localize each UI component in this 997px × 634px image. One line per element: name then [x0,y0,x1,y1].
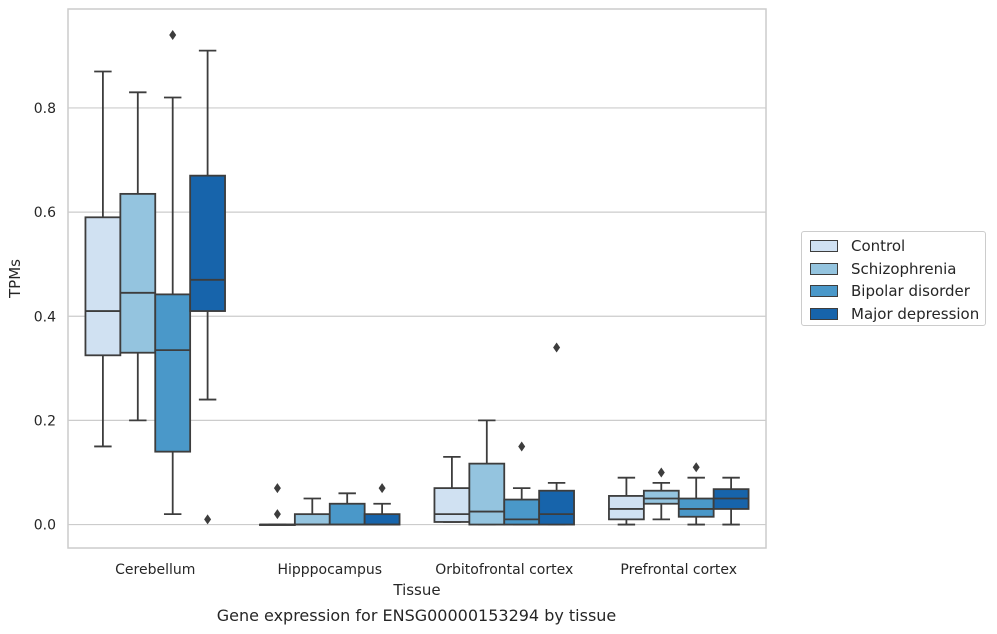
chart-caption: Gene expression for ENSG00000153294 by t… [216,606,617,625]
chart-legend: Control Schizophrenia Bipolar disorder M… [801,231,986,326]
x-tick-label: Cerebellum [115,562,195,578]
box-schizophrenia [119,192,157,354]
legend-label-control: Control [851,237,906,256]
legend-swatch-schizophrenia [810,262,838,275]
box-control [608,495,645,521]
legend-swatch-control [810,240,838,253]
y-tick-label: 0.8 [34,101,56,117]
box-bipolar-disorder [503,498,541,526]
box-major-depression [189,174,226,312]
outlier-point [518,441,526,452]
legend-label-major-depression: Major depression [851,304,980,323]
legend-swatch-bipolar-disorder [810,285,838,298]
legend-label-bipolar-disorder: Bipolar disorder [851,282,970,301]
box-schizophrenia [468,462,506,526]
outlier-point [169,30,177,41]
legend-item-schizophrenia: Schizophrenia [810,258,985,281]
outlier-point [273,509,281,520]
x-axis-label: Tissue [392,581,440,599]
box-bipolar-disorder [328,502,366,526]
legend-swatch-major-depression [810,307,838,320]
outlier-point [657,467,665,478]
legend-item-control: Control [810,235,985,258]
outlier-point [692,462,700,473]
outlier-point [553,342,561,353]
y-tick-label: 0.0 [34,518,56,534]
y-tick-label: 0.4 [34,309,56,325]
box-bipolar-disorder [677,497,715,518]
legend-item-bipolar-disorder: Bipolar disorder [810,280,985,303]
box-bipolar-disorder [154,293,192,453]
x-tick-label: Hipppocampus [277,562,382,578]
legend-label-schizophrenia: Schizophrenia [851,259,957,278]
box-major-depression [538,489,575,526]
y-tick-label: 0.2 [34,413,56,429]
outlier-point [273,483,281,494]
x-tick-label: Orbitofrontal cortex [435,562,573,578]
box-control [433,487,471,523]
x-tick-label: Prefrontal cortex [620,562,737,578]
box-schizophrenia [293,513,331,526]
outlier-point [204,514,212,525]
y-axis-label: TPMs [6,259,24,299]
box-schizophrenia [642,489,680,505]
plot-frame [67,8,767,549]
y-tick-label: 0.6 [34,205,56,221]
legend-item-major-depression: Major depression [810,303,985,326]
box-major-depression [363,513,401,526]
outlier-point [378,483,386,494]
box-control [84,216,122,357]
